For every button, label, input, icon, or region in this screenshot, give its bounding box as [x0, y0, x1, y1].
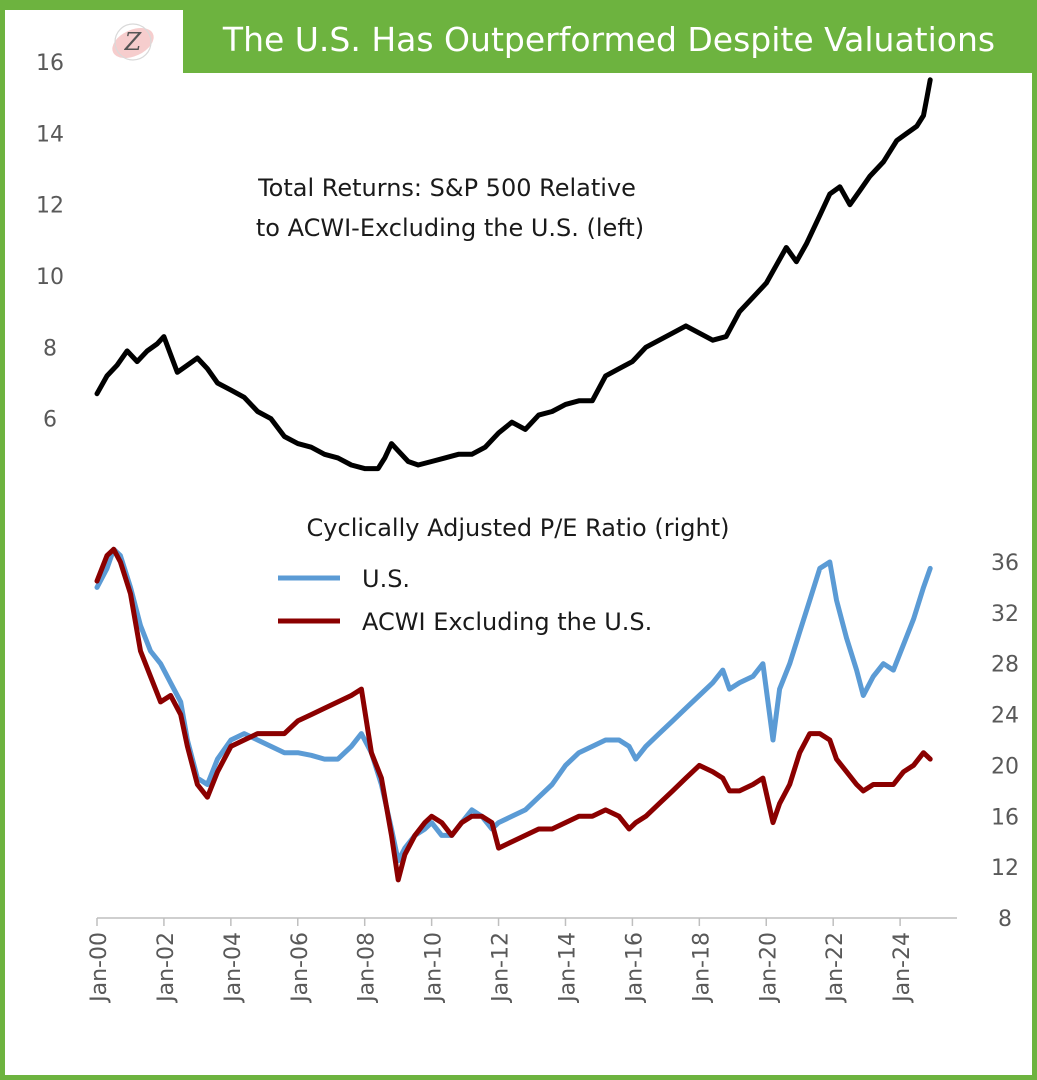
- x-tick-label: Jan-24: [890, 932, 915, 1004]
- x-tick-label: Jan-14: [555, 932, 580, 1004]
- us-cape-line: [94, 546, 933, 864]
- right-tick-label: 20: [991, 754, 1019, 779]
- right-tick-label: 12: [991, 856, 1019, 881]
- x-axis-ticks: Jan-00 Jan-02 Jan-04 Jan-06 Jan-08 Jan-10 Jan-…: [87, 918, 915, 1004]
- left-tick-label: 14: [36, 122, 64, 147]
- legend-label-acwi: ACWI Excluding the U.S.: [362, 608, 652, 636]
- right-tick-label: 32: [991, 602, 1019, 627]
- left-axis-ticks: 6 8 10 12 14 16: [36, 51, 64, 433]
- right-tick-label: 24: [991, 704, 1019, 729]
- x-tick-label: Jan-02: [154, 932, 179, 1004]
- x-tick-label: Jan-08: [355, 932, 380, 1004]
- x-tick-label: Jan-10: [422, 932, 447, 1004]
- title-bar: The U.S. Has Outperformed Despite Valuat…: [183, 6, 1035, 73]
- left-tick-label: 8: [43, 336, 57, 361]
- legend-label-us: U.S.: [362, 565, 410, 593]
- x-tick-label: Jan-06: [288, 932, 313, 1004]
- x-tick-label: Jan-00: [87, 932, 112, 1004]
- right-tick-label: 8: [998, 907, 1012, 932]
- right-tick-label: 28: [991, 653, 1019, 678]
- logo-letter: Z: [124, 28, 143, 56]
- sp500-relative-line: [94, 77, 933, 472]
- right-tick-label: 36: [991, 551, 1019, 576]
- x-tick-label: Jan-16: [622, 932, 647, 1004]
- x-tick-label: Jan-20: [756, 932, 781, 1004]
- total-returns-annotation-line2: to ACWI-Excluding the U.S. (left): [256, 214, 644, 242]
- total-returns-annotation-line1: Total Returns: S&P 500 Relative: [257, 174, 636, 202]
- right-axis-ticks: 8 12 16 20 24 28 32 36: [991, 551, 1019, 932]
- series-group: [94, 77, 933, 883]
- x-tick-label: Jan-18: [689, 932, 714, 1004]
- left-tick-label: 12: [36, 194, 64, 219]
- x-tick-label: Jan-22: [823, 932, 848, 1004]
- x-tick-label: Jan-12: [489, 932, 514, 1004]
- cape-annotation: Cyclically Adjusted P/E Ratio (right): [307, 514, 730, 542]
- legend: U.S. ACWI Excluding the U.S.: [278, 565, 652, 636]
- zacks-logo-icon: Z: [112, 23, 154, 61]
- right-tick-label: 16: [991, 805, 1019, 830]
- chart-title: The U.S. Has Outperformed Despite Valuat…: [222, 20, 996, 59]
- acwi-ex-us-cape-line: [94, 546, 933, 883]
- left-tick-label: 16: [36, 51, 64, 76]
- x-tick-label: Jan-04: [221, 932, 246, 1004]
- left-tick-label: 6: [43, 408, 57, 433]
- left-tick-label: 10: [36, 265, 64, 290]
